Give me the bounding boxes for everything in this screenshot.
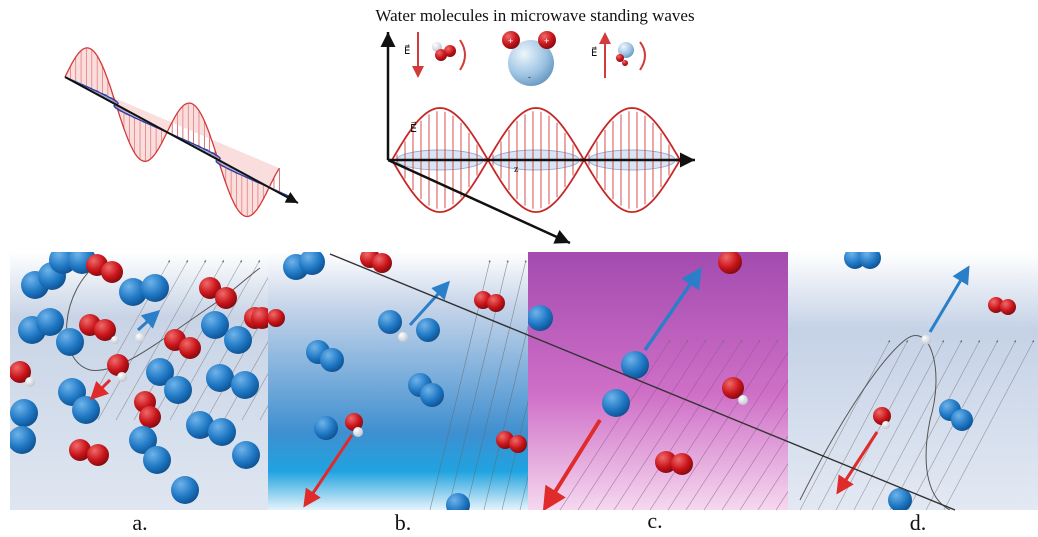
panel-c bbox=[528, 252, 788, 510]
svg-text:+: + bbox=[508, 36, 513, 46]
traveling-wave-illustration bbox=[64, 47, 299, 218]
wave-axis bbox=[64, 76, 299, 204]
axis-label-z: z bbox=[514, 164, 519, 175]
panel-a bbox=[10, 252, 268, 510]
field-label-down: E⃗ bbox=[404, 44, 410, 57]
panel-label-d: d. bbox=[910, 510, 927, 535]
field-envelope-line bbox=[329, 253, 956, 511]
standing-wave-illustration: E⃗ z E⃗ + + - E⃗ bbox=[380, 31, 695, 245]
molecule-field-down: E⃗ bbox=[404, 32, 466, 78]
panel-label-b: b. bbox=[395, 510, 412, 535]
field-label-up: E⃗ bbox=[591, 46, 597, 59]
molecule-field-up: E⃗ bbox=[591, 32, 646, 78]
panel-d bbox=[788, 252, 1038, 510]
panel-label-c: c. bbox=[647, 508, 662, 533]
svg-text:+: + bbox=[544, 36, 549, 46]
standing-wave-field-label: E⃗ bbox=[410, 121, 417, 135]
figure-title: Water molecules in microwave standing wa… bbox=[375, 6, 694, 25]
panel-label-a: a. bbox=[132, 510, 147, 535]
molecule-large: + + - bbox=[502, 31, 556, 86]
panel-b bbox=[268, 252, 528, 510]
svg-text:-: - bbox=[528, 72, 531, 82]
depth-axis bbox=[387, 158, 571, 245]
